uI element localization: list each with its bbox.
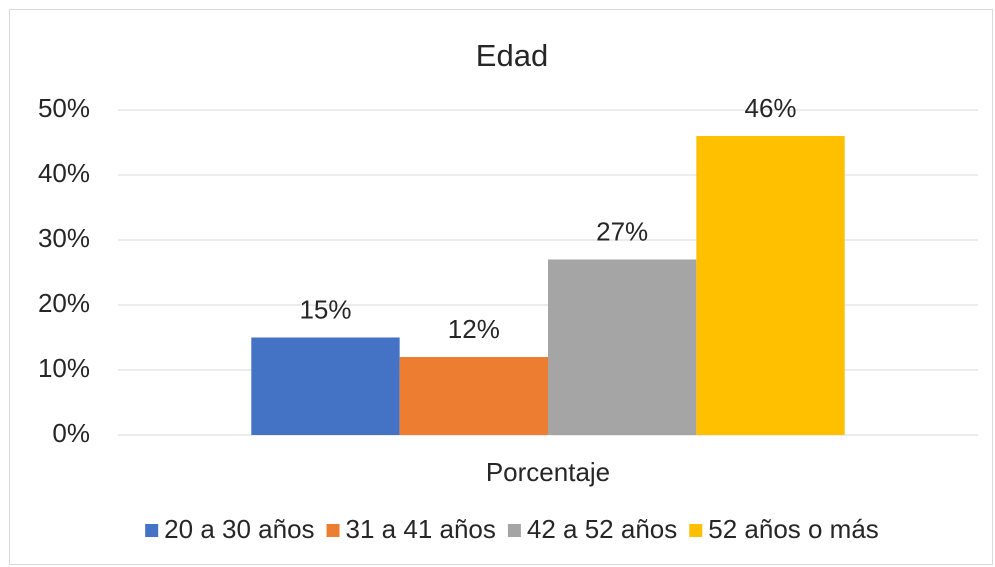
bar — [696, 136, 845, 435]
bar — [399, 357, 548, 435]
legend-swatch — [326, 524, 340, 537]
data-label: 27% — [596, 216, 648, 246]
bar — [251, 337, 400, 435]
y-tick-label: 50% — [38, 93, 90, 123]
legend-label: 52 años o más — [708, 514, 879, 544]
legend-swatch — [145, 524, 159, 537]
y-tick-label: 20% — [38, 288, 90, 318]
y-tick-label: 10% — [38, 353, 90, 383]
data-label: 12% — [448, 314, 500, 344]
legend-swatch — [507, 524, 521, 537]
bar — [548, 259, 697, 435]
data-label: 46% — [745, 93, 797, 123]
y-tick-label: 30% — [38, 223, 90, 253]
y-tick-label: 40% — [38, 158, 90, 188]
legend-swatch — [689, 524, 703, 537]
y-tick-label: 0% — [52, 418, 90, 448]
data-label: 15% — [299, 294, 351, 324]
legend-label: 42 a 52 años — [527, 514, 677, 544]
chart-title: Edad — [476, 38, 548, 73]
legend-label: 31 a 41 años — [346, 514, 496, 544]
legend-label: 20 a 30 años — [164, 514, 314, 544]
x-tick-label: Porcentaje — [486, 457, 610, 487]
